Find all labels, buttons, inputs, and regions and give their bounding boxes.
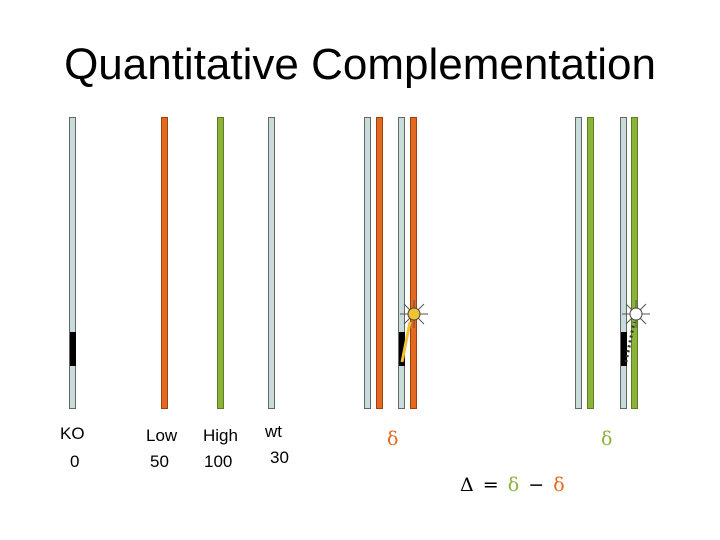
equation-big-delta: Δ: [460, 474, 474, 496]
wt-chromosome: [268, 117, 275, 409]
hybrid-high-allele-chromosome-1: [587, 117, 594, 409]
delta-high-label: δ: [601, 428, 613, 450]
hybrid-low-allele-chromosome-1: [376, 117, 383, 409]
high-chromosome: [217, 117, 224, 409]
hybrid-low-allele-chromosome-2: [410, 117, 417, 409]
hybrid-low-wt-chromosome-1: [364, 117, 371, 409]
delta-low-label: δ: [387, 428, 399, 450]
equation-equals: =: [482, 474, 499, 496]
equation-delta-low: δ: [553, 474, 565, 496]
equation-minus: −: [528, 474, 545, 496]
ko-deletion-mark: [70, 332, 76, 366]
hybrid-high-wt-chromosome-1: [575, 117, 582, 409]
label-high-name: High: [203, 426, 238, 445]
label-wt-name: wt: [265, 422, 282, 441]
equation-delta-high: δ: [507, 474, 520, 496]
hybrid-low-deletion-mark: [399, 332, 405, 366]
label-low-name: Low: [146, 426, 178, 445]
page-title: Quantitative Complementation: [64, 40, 656, 89]
label-wt-value: 30: [270, 448, 289, 467]
ko-chromosome: [69, 117, 76, 409]
hybrid-high-deletion-mark: [621, 332, 627, 366]
hybrid-low-ko-chromosome: [398, 117, 405, 409]
difference-equation: Δ = δ − δ: [460, 474, 568, 496]
hybrid-high-allele-chromosome-2: [631, 117, 638, 409]
starburst-high-icon: [622, 300, 650, 363]
hybrid-high-ko-chromosome: [620, 117, 627, 409]
label-high-value: 100: [204, 452, 233, 471]
label-ko-name: KO: [60, 424, 85, 443]
label-low-value: 50: [150, 452, 169, 471]
low-chromosome: [161, 117, 168, 409]
label-ko-value: 0: [70, 452, 80, 471]
starburst-low-icon: [400, 300, 428, 363]
